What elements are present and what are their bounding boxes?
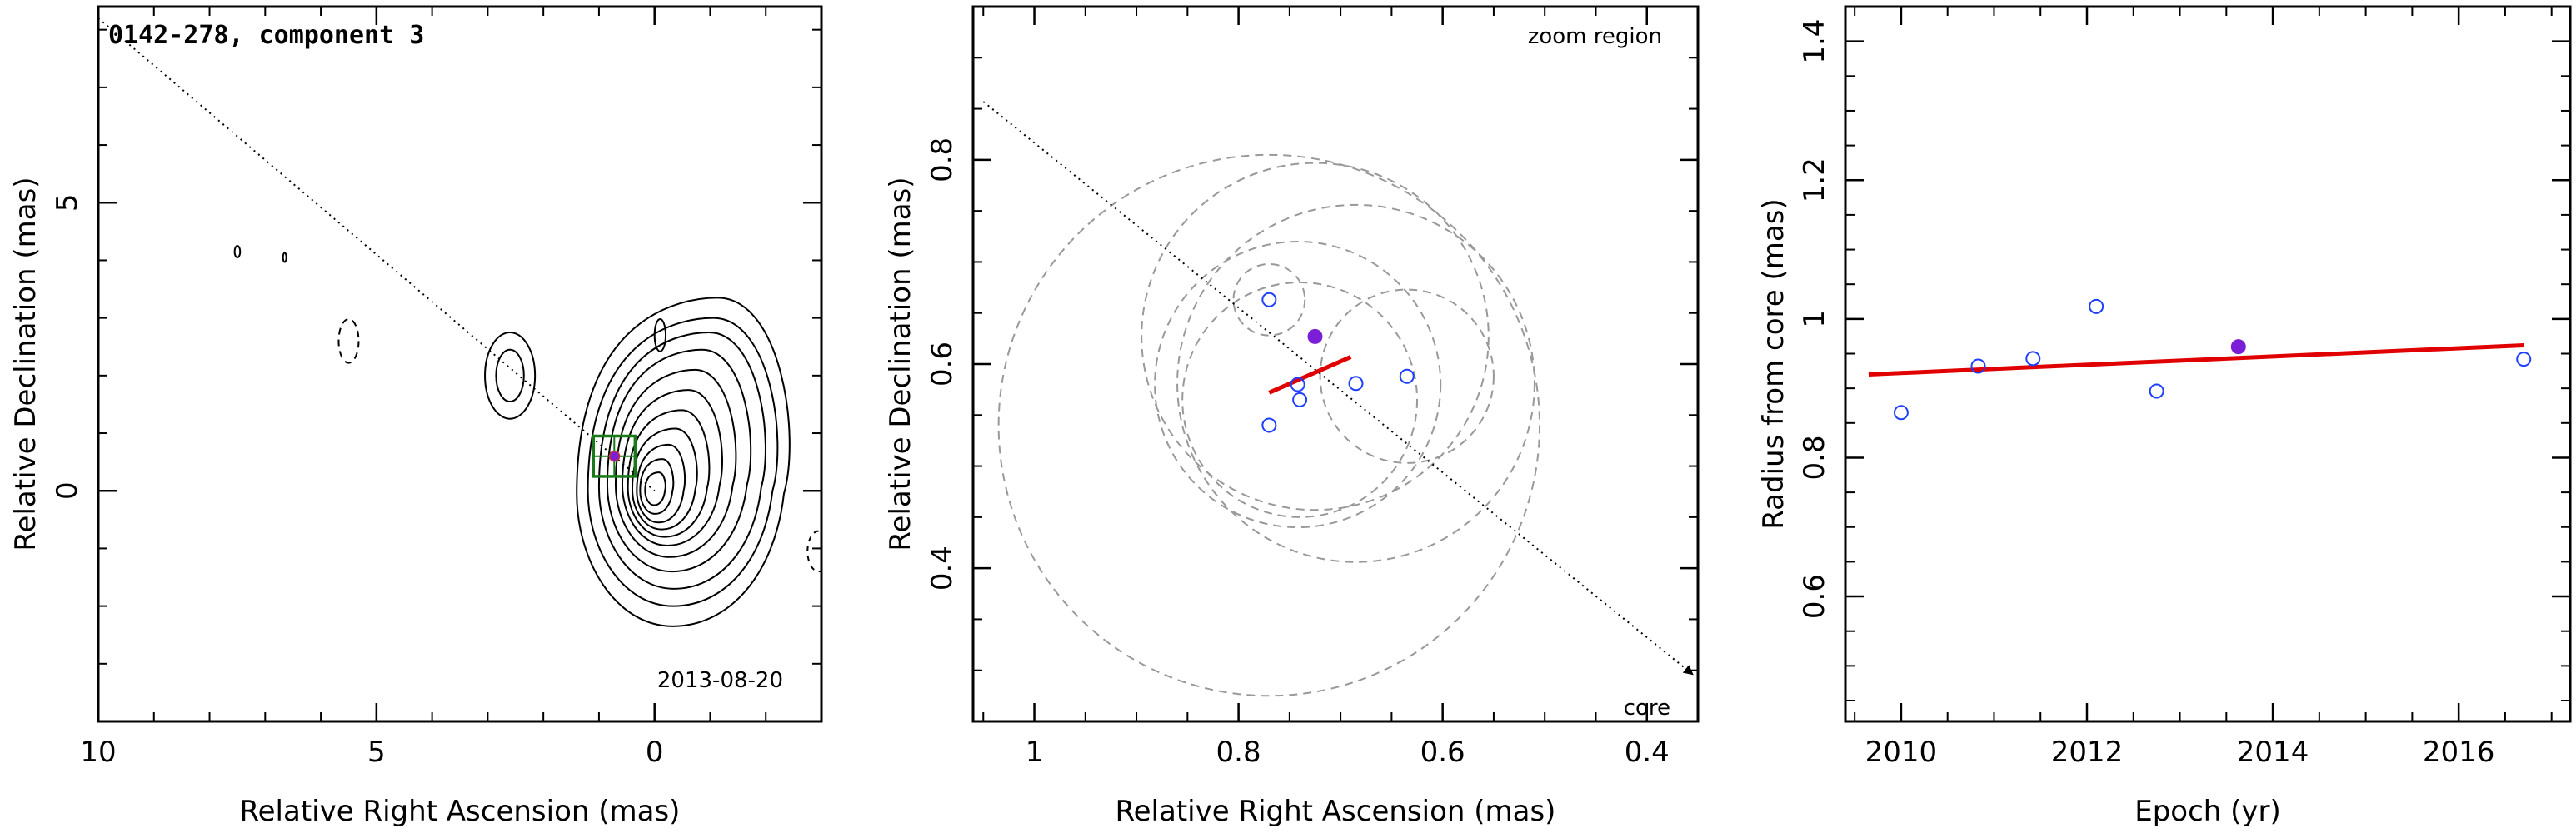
position-point	[1292, 392, 1308, 407]
component-marker	[608, 450, 621, 462]
panel1-frame	[97, 5, 823, 723]
radius-point	[2025, 351, 2041, 367]
panel2-content	[982, 101, 1694, 697]
component-size-circle	[1154, 240, 1442, 529]
panel2-zoom-label: zoom region	[1528, 24, 1662, 49]
contour-level	[639, 458, 675, 515]
radius-point	[1893, 405, 1909, 421]
knot-contour	[484, 331, 537, 420]
panel2-xtick-label: 0.4	[1625, 736, 1670, 769]
panel1-xtick-label: 5	[367, 736, 386, 769]
component-size-circle	[1141, 162, 1490, 511]
panel3-ylabel: Radius from core (mas)	[1757, 198, 1790, 529]
component-size-circle	[1176, 203, 1535, 563]
panel1-ytick-label: 0	[51, 481, 84, 500]
panel3-ytick-label: 0.8	[1798, 435, 1831, 480]
position-point	[1348, 376, 1364, 392]
panel3-ticks: 2010 2012 2014 2016 0.6 0.8 1 1.2 1.4	[1798, 6, 2570, 769]
panel2-ytick-label: 0.6	[926, 342, 959, 387]
panel2-core-label: core	[1624, 696, 1670, 721]
panel2-xtick-label: 0.6	[1420, 736, 1465, 769]
panel3-ytick-label: 1.2	[1798, 157, 1831, 202]
panel-radius-epoch: 2010 2012 2014 2016 0.6 0.8 1 1.2 1.4 Epoch (yr)…	[1757, 5, 2572, 828]
highlight-point	[1307, 328, 1323, 344]
panel3-frame	[1844, 5, 2572, 723]
contour-level	[636, 443, 686, 524]
panel3-xtick-label: 2012	[2051, 736, 2124, 769]
panel1-epoch-label: 2013-08-20	[657, 668, 783, 693]
position-point	[1261, 417, 1277, 433]
direction-to-core-line	[982, 101, 1694, 676]
component-size-circle	[1319, 288, 1495, 464]
fit-line	[1868, 343, 2524, 377]
contour-level	[587, 317, 779, 607]
panel2-xtick-label: 1	[1026, 736, 1044, 769]
small-contour	[653, 318, 667, 352]
panel1-title: 0142-278, component 3	[108, 21, 424, 50]
panel2-ticks: 1 0.8 0.6 0.4 0.4 0.6 0.8	[926, 6, 1699, 769]
position-point	[1261, 292, 1277, 307]
contour-level	[644, 471, 666, 506]
panel2-ytick-label: 0.4	[926, 546, 959, 591]
small-contour	[282, 252, 287, 263]
panel3-xlabel: Epoch (yr)	[2134, 795, 2281, 828]
panel1-xtick-label: 10	[80, 736, 116, 769]
component-size-circle	[997, 153, 1541, 697]
edge-contour	[806, 530, 821, 573]
panel1-clipped	[98, 17, 821, 627]
panel3-xtick-label: 2016	[2423, 736, 2495, 769]
panel1-ytick-label: 5	[51, 193, 84, 212]
panel1-content	[98, 17, 821, 627]
negative-contour	[337, 318, 360, 364]
radius-point	[1970, 358, 1986, 374]
contour-level	[606, 348, 752, 573]
direction-line	[98, 17, 656, 491]
panel2-xtick-label: 0.8	[1216, 736, 1261, 769]
fit-segment	[1268, 355, 1352, 395]
radius-point	[2149, 383, 2164, 399]
panel2-ytick-label: 0.8	[926, 137, 959, 182]
component-size-circle	[1181, 281, 1419, 518]
panel3-xtick-label: 2014	[2237, 736, 2309, 769]
contour-level	[576, 297, 791, 627]
radius-point	[2089, 298, 2104, 314]
highlight-point	[2230, 339, 2246, 355]
panel3-xtick-label: 2010	[1865, 736, 1938, 769]
panel-contour-map: 10 5 005 0142-278, component 3 2013-08-20 …	[9, 5, 823, 828]
panel1-xlabel: Relative Right Ascension (mas)	[240, 795, 681, 828]
small-contour	[233, 245, 242, 258]
component-size-circle	[1232, 262, 1306, 337]
panel2-xlabel: Relative Right Ascension (mas)	[1116, 795, 1556, 828]
panel2-ylabel: Relative Declination (mas)	[884, 177, 917, 551]
panel1-ticks: 10 5 0 0 5	[51, 7, 822, 769]
panel1-xtick-label: 0	[646, 736, 664, 769]
panel2-clipped	[982, 101, 1694, 697]
panel3-ytick-label: 1	[1798, 310, 1831, 328]
contour-level	[614, 368, 737, 558]
contour-level	[631, 427, 698, 531]
knot-contour	[495, 348, 525, 402]
panel-zoom-region: 1 0.8 0.6 0.4 0.4 0.6 0.8 zoom region core Rel…	[884, 5, 1700, 828]
radius-point	[2516, 352, 2532, 367]
panel3-ytick-label: 1.4	[1798, 19, 1831, 64]
contour-level	[621, 389, 723, 546]
panel1-ylabel: Relative Declination (mas)	[9, 177, 42, 551]
contour-level	[627, 409, 711, 538]
panel3-ytick-label: 0.6	[1798, 574, 1831, 619]
position-point	[1399, 368, 1415, 384]
panel3-content	[1868, 298, 2532, 421]
position-point	[1290, 377, 1305, 392]
